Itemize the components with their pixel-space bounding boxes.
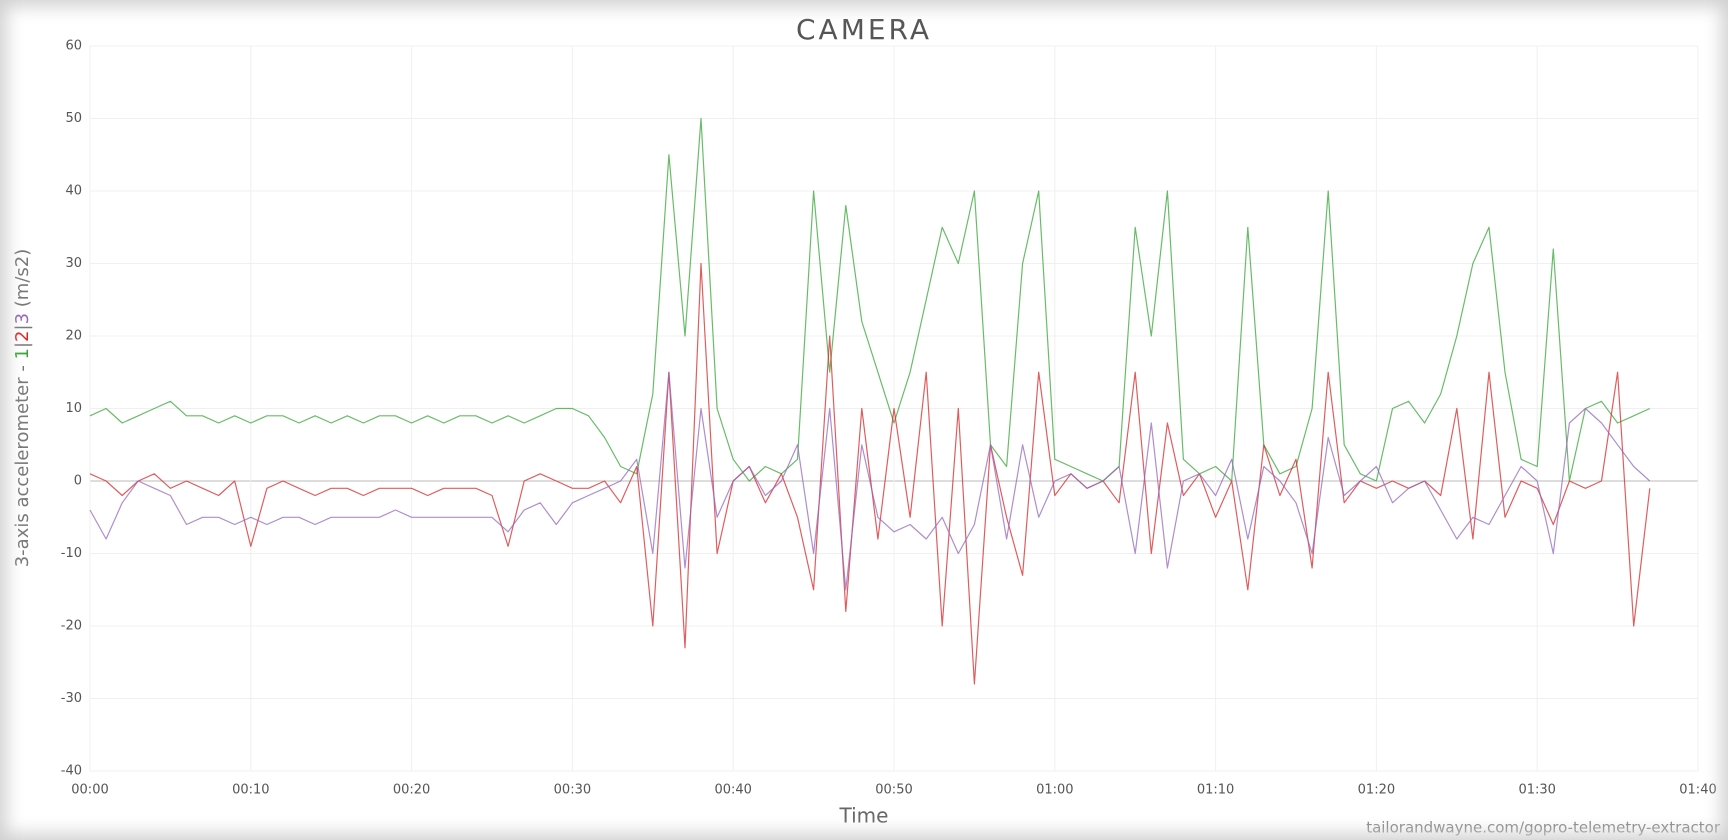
x-tick-label: 01:20 <box>1358 783 1395 798</box>
x-tick-label: 00:20 <box>393 783 430 798</box>
y-label-sep: | <box>12 324 33 330</box>
x-tick-label: 00:30 <box>554 783 591 798</box>
x-tick-label: 00:00 <box>71 783 108 798</box>
y-label-series: 1 <box>12 348 33 359</box>
y-tick-label: 20 <box>65 329 82 344</box>
series-line <box>89 117 1651 482</box>
y-tick-label: 60 <box>65 39 82 54</box>
x-tick-label: 00:50 <box>875 783 912 798</box>
x-tick-label: 00:40 <box>714 783 751 798</box>
y-tick-label: -40 <box>61 764 82 779</box>
y-tick-label: -30 <box>61 691 82 706</box>
x-axis-label: Time <box>839 804 889 828</box>
y-label-series: 3 <box>12 313 33 324</box>
y-label-series: 2 <box>12 330 33 341</box>
x-tick-label: 01:40 <box>1679 783 1716 798</box>
y-label-unit: (m/s2) <box>12 249 33 307</box>
chart-title: CAMERA <box>796 13 932 46</box>
y-tick-label: 50 <box>65 111 82 126</box>
y-tick-label: 40 <box>65 184 82 199</box>
series-line <box>89 262 1651 685</box>
y-axis-label: 3-axis accelerometer - 1|2|3 (m/s2) <box>12 249 33 568</box>
y-label-text: 3-axis accelerometer - <box>12 365 33 567</box>
y-tick-label: -20 <box>61 619 82 634</box>
source: tailorandwayne.com/gopro-telemetry-extra… <box>1366 819 1721 837</box>
x-tick-label: 00:10 <box>232 783 269 798</box>
series-line <box>89 371 1651 591</box>
x-tick-label: 01:00 <box>1036 783 1073 798</box>
y-tick-label: 30 <box>65 256 82 271</box>
x-tick-label: 01:10 <box>1197 783 1234 798</box>
x-tick-label: 01:30 <box>1518 783 1555 798</box>
y-tick-label: 10 <box>65 401 82 416</box>
y-tick-label: -10 <box>61 546 82 561</box>
y-label-sep: | <box>12 342 33 348</box>
y-tick-label: 0 <box>74 474 82 489</box>
